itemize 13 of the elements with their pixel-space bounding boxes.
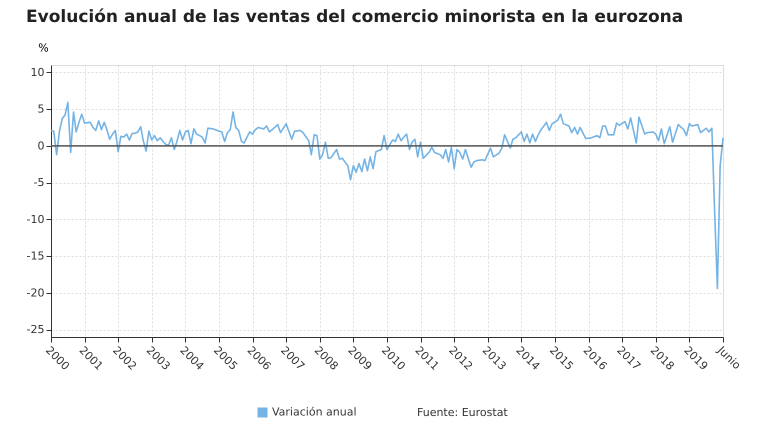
y-tick-label: -5 [34, 176, 44, 190]
y-axis-title: % [38, 42, 49, 54]
y-tick-label: -25 [26, 323, 44, 336]
y-tick-label: 10 [30, 66, 44, 79]
y-tick-label: 5 [38, 102, 44, 116]
y-tick-label: -20 [26, 286, 44, 300]
legend-label: Variación anual [272, 406, 357, 418]
y-tick-label: 0 [38, 139, 44, 152]
source-note: Fuente: Eurostat [417, 406, 508, 419]
line-series [50, 102, 724, 290]
chart-title: Evolución anual de las ventas del comercio minorista en la eurozona [26, 7, 684, 27]
y-tick-label: -10 [26, 212, 44, 226]
y-tick-label: -15 [26, 250, 44, 263]
